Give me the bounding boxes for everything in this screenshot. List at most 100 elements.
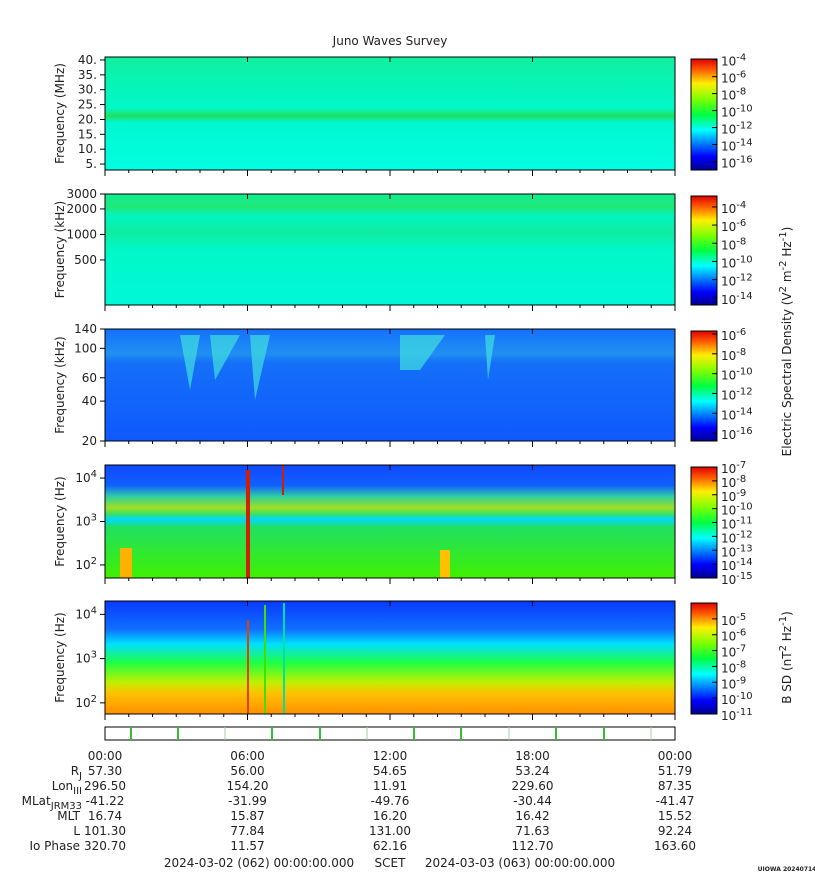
colorbar [690,58,718,171]
colorbar-tick-label-part: 10 [721,462,736,476]
colorbar-tick-label-sup: -16 [736,426,752,437]
colorbar-tick-label-part: 10 [721,677,736,691]
y-tick-label: 2000 [66,202,97,216]
colorbar-tick-label-part: 10 [721,490,736,504]
colorbar-tick-label-part: 10 [721,275,736,289]
ephemeris-value: 16.74 [88,809,122,823]
colorbar-tick-label: 10-7 [721,460,746,476]
y-tick-label: 20. [78,112,97,126]
spectrogram [105,601,675,714]
colorbar [690,195,718,306]
ephemeris-value: 229.60 [512,779,554,793]
colorbar-label-sup: -2 [778,260,789,270]
ephemeris-value: 11.91 [373,779,407,793]
colorbar-tick-label-sup: -9 [736,675,746,686]
y-axis-label: Frequency (MHz) [53,63,67,164]
colorbar-tick-label: 10-8 [721,347,746,363]
y-tick-label-sup: 4 [91,469,97,480]
y-tick-label: 103 [75,513,97,529]
ephemeris-label-sub: JRM33 [50,801,82,812]
colorbar-tick-label-part: 10 [721,329,736,343]
ephemeris-value: 71.63 [515,824,549,838]
orbit-strip [104,726,676,741]
ephemeris-value: 320.70 [84,839,126,853]
y-tick-label: 100 [74,341,97,355]
y-tick-label: 20 [82,434,97,448]
ephemeris-value: 112.70 [512,839,554,853]
colorbar-tick-label: 10-6 [721,628,746,644]
ephemeris-label: LonIII [52,779,82,797]
colorbar-tick-label-sup: -8 [736,659,746,670]
ephemeris-value: 16.20 [373,809,407,823]
colorbar-tick-label-sup: -11 [736,516,752,527]
colorbar-tick-label: 10-4 [721,200,746,216]
ephemeris-value: 15.87 [230,809,264,823]
colorbar-tick-label: 10-8 [721,659,746,675]
colorbar-tick-label: 10-4 [721,53,746,69]
colorbar-tick-label-sup: -9 [736,488,746,499]
colorbar-tick-label: 10-16 [721,155,753,171]
y-axis-label-part: Frequency (kHz) [53,336,67,433]
ephemeris-value: -30.44 [513,794,552,808]
colorbar-tick-label-sup: -5 [736,612,746,623]
colorbar-tick-label-part: 10 [721,559,736,573]
colorbar-tick-label-part: 10 [721,220,736,234]
colorbar-tick-label-part: 10 [721,630,736,644]
y-tick-label: 102 [75,694,97,710]
colorbar-tick-label-part: 10 [721,614,736,628]
time-label: 00:00 [658,749,693,763]
y-axis-label-part: Frequency (kHz) [53,201,67,298]
colorbar-tick-label: 10-11 [721,707,753,723]
y-tick-label-part: 10 [75,471,90,485]
colorbar-tick-label-sup: -12 [736,386,752,397]
ephemeris-label: MLatJRM33 [22,794,82,812]
spectrogram [105,194,675,305]
colorbar-tick-label-sup: -7 [736,644,746,655]
colorbar-tick-label: 10-6 [721,218,746,234]
colorbar-tick-label-sup: -15 [736,571,752,582]
colorbar-tick-label: 10-10 [721,502,753,518]
colorbar-tick-label-sup: -8 [736,87,746,98]
colorbar-tick-label-sup: -8 [736,474,746,485]
y-tick-label: 60 [82,371,97,385]
time-label: 18:00 [515,749,550,763]
colorbar-tick-label: 10-12 [721,273,753,289]
ephemeris-value: 87.35 [658,779,692,793]
y-tick-label-sup: 2 [91,694,97,705]
colorbar-tick-label-part: 10 [721,693,736,707]
ephemeris-value: -41.47 [656,794,695,808]
colorbar-tick-label-sup: -6 [736,327,746,338]
colorbar-tick-label-part: 10 [721,369,736,383]
colorbar-tick-label: 10-14 [721,138,753,154]
time-label: 00:00 [88,749,123,763]
colorbar-tick-label-part: 10 [721,256,736,270]
ephemeris-value: -49.76 [371,794,410,808]
ephemeris-value: 56.00 [230,764,264,778]
colorbar-tick-label-sup: -14 [736,406,752,417]
y-tick-label-sup: 2 [91,556,97,567]
colorbar-tick-label: 10-8 [721,236,746,252]
colorbar-label-sup: 2 [778,286,789,292]
ephemeris-value: 57.30 [88,764,122,778]
ephemeris-value: 54.65 [373,764,407,778]
colorbar-label: Electric Spectral Density (V2 m-2 Hz-1) [778,227,794,457]
colorbar-tick-label-part: 10 [721,72,736,86]
footer-start: 2024-03-02 (062) 00:00:00.000 [164,856,354,870]
emission-patches [180,335,495,400]
colorbar-tick-label: 10-10 [721,367,753,383]
y-tick-label: 5. [86,157,97,171]
colorbar-label-part: ) [780,227,794,232]
colorbar-tick-label-part: 10 [721,388,736,402]
colorbar-label-sup: 2 [778,645,789,651]
colorbar-tick-label: 10-14 [721,406,753,422]
colorbar-tick-label-sup: -10 [736,367,752,378]
footer-stamp: UIOWA 20240714 [758,866,815,873]
colorbar-tick-label-sup: -10 [736,254,752,265]
colorbar-tick-label: 10-12 [721,529,753,545]
y-tick-label-part: 10 [75,515,90,529]
colorbar-tick-label-sup: -12 [736,273,752,284]
colorbar [690,602,718,715]
y-tick-label: 104 [75,605,97,621]
y-tick-label: 102 [75,556,97,572]
chart-title: Juno Waves Survey [332,34,448,48]
